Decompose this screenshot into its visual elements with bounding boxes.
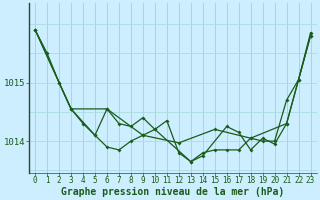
X-axis label: Graphe pression niveau de la mer (hPa): Graphe pression niveau de la mer (hPa) (61, 186, 284, 197)
